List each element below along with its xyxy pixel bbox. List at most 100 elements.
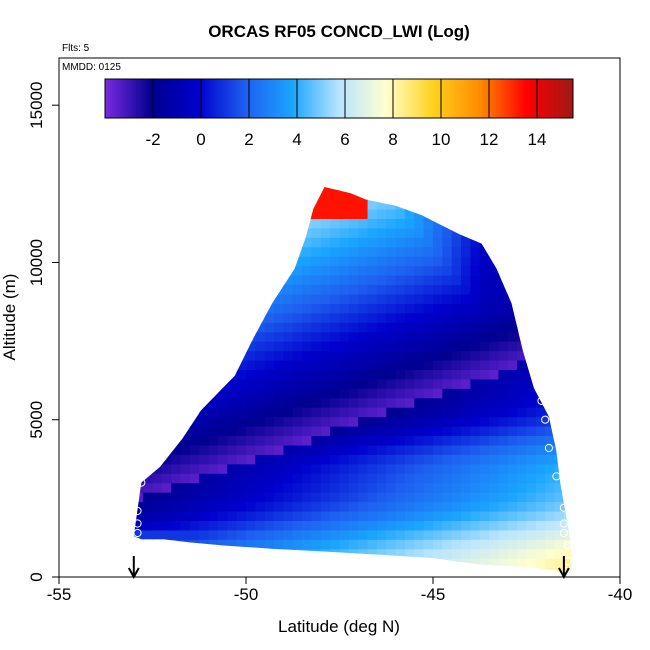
heatmap-cell <box>470 369 481 380</box>
heatmap-cell <box>292 435 303 446</box>
heatmap-cell <box>535 454 546 465</box>
heatmap-cell <box>507 454 518 465</box>
heatmap-cell <box>339 187 350 191</box>
heatmap-cell <box>470 275 481 286</box>
heatmap-cell <box>348 331 359 342</box>
colorbar-segment <box>257 79 260 118</box>
heatmap-cell <box>545 567 556 571</box>
heatmap-cell <box>395 312 406 323</box>
heatmap-cell <box>274 388 284 399</box>
heatmap-cell <box>489 369 500 380</box>
heatmap-cell <box>433 187 443 191</box>
heatmap-cell <box>302 341 313 352</box>
heatmap-cell <box>479 359 490 370</box>
heatmap-cell <box>423 416 434 427</box>
heatmap-cell <box>470 444 481 455</box>
heatmap-cell <box>423 293 434 304</box>
heatmap-cell <box>423 529 434 540</box>
heatmap-cell <box>451 444 462 455</box>
colorbar-segment <box>418 79 422 118</box>
heatmap-cell <box>433 369 443 380</box>
heatmap-cell <box>423 548 434 559</box>
heatmap-cell <box>358 407 369 418</box>
heatmap-cell <box>311 331 322 342</box>
heatmap-cell <box>246 199 256 210</box>
heatmap-cell <box>489 378 500 389</box>
heatmap-cell <box>442 426 453 437</box>
heatmap-cell <box>395 416 406 427</box>
heatmap-cell <box>498 218 509 229</box>
heatmap-cell <box>283 369 294 380</box>
heatmap-cell <box>208 190 219 201</box>
colorbar-segment <box>292 79 295 118</box>
heatmap-cell <box>461 388 471 399</box>
heatmap-cell <box>545 473 556 484</box>
heatmap-cell <box>208 331 219 342</box>
heatmap-cell <box>348 539 359 550</box>
heatmap-cell <box>311 407 322 418</box>
heatmap-cell <box>161 444 172 455</box>
heatmap-cell <box>573 483 583 493</box>
colorbar-segment <box>454 79 457 118</box>
heatmap-cell <box>180 265 191 276</box>
heatmap-cell <box>573 247 583 257</box>
heatmap-cell <box>563 397 572 408</box>
heatmap-cell <box>311 378 322 389</box>
heatmap-cell <box>171 227 182 238</box>
colorbar-segment <box>325 79 328 118</box>
heatmap-cell <box>161 397 172 408</box>
heatmap-cell <box>217 501 228 512</box>
heatmap-cell <box>208 378 219 389</box>
heatmap-cell <box>217 190 228 201</box>
heatmap-cell <box>133 539 144 550</box>
heatmap-cell <box>274 350 284 361</box>
heatmap-cell <box>367 256 378 267</box>
heatmap-cell <box>367 350 378 361</box>
colorbar-segment <box>541 79 545 118</box>
heatmap-cell <box>274 199 284 210</box>
heatmap-cell <box>161 407 172 418</box>
heatmap-cell <box>386 350 397 361</box>
heatmap-cell <box>554 284 565 295</box>
heatmap-cell <box>246 218 256 229</box>
heatmap-cell <box>283 227 294 238</box>
heatmap-cell <box>292 492 303 503</box>
heatmap-cell <box>386 426 397 437</box>
heatmap-cell <box>563 369 572 380</box>
heatmap-cell <box>545 284 556 295</box>
heatmap-cell <box>526 190 537 201</box>
heatmap-cell <box>507 199 518 210</box>
heatmap-cell <box>395 388 406 399</box>
heatmap-cell <box>376 520 387 531</box>
heatmap-cell <box>339 492 350 503</box>
heatmap-cell <box>470 256 481 267</box>
heatmap-cell <box>554 426 565 437</box>
heatmap-cell <box>264 558 275 569</box>
heatmap-cell <box>320 293 331 304</box>
colorbar-segment <box>181 79 184 118</box>
heatmap-cell <box>274 293 284 304</box>
heatmap-cell <box>563 190 572 201</box>
heatmap-cell <box>339 190 350 201</box>
heatmap-cell <box>246 510 256 521</box>
heatmap-cell <box>404 187 415 191</box>
heatmap-cell <box>227 454 238 465</box>
heatmap-cell <box>302 284 313 295</box>
heatmap-cell <box>217 227 228 238</box>
heatmap-cell <box>180 293 191 304</box>
heatmap-cell <box>283 473 294 484</box>
heatmap-cell <box>376 284 387 295</box>
heatmap-cell <box>376 265 387 276</box>
heatmap-cell <box>461 520 471 531</box>
heatmap-cell <box>180 558 191 569</box>
heatmap-cell <box>189 350 200 361</box>
heatmap-cell <box>573 464 583 474</box>
heatmap-cell <box>199 520 210 531</box>
heatmap-cell <box>180 303 191 314</box>
heatmap-cell <box>302 510 313 521</box>
heatmap-cell <box>489 359 500 370</box>
heatmap-cell <box>330 548 341 559</box>
colorbar-segment <box>545 79 549 118</box>
heatmap-cell <box>535 265 546 276</box>
heatmap-cell <box>217 378 228 389</box>
